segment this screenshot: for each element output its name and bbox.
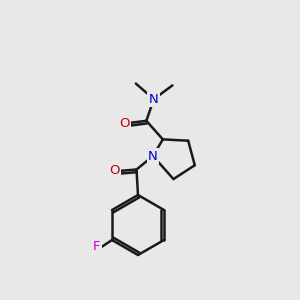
Text: F: F bbox=[93, 240, 100, 253]
Text: N: N bbox=[149, 93, 159, 106]
Text: O: O bbox=[119, 117, 129, 130]
Text: O: O bbox=[109, 164, 119, 178]
Text: N: N bbox=[148, 149, 158, 163]
